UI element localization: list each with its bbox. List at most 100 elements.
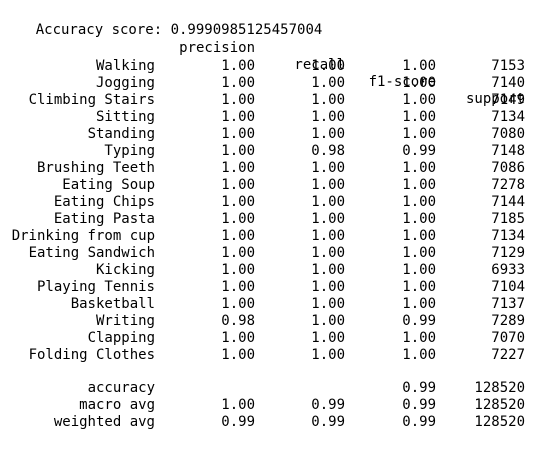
class-row: Eating Soup 1.00 1.00 1.00 7278 xyxy=(2,177,547,194)
class-support: 7129 xyxy=(491,245,525,261)
class-f1-score: 1.00 xyxy=(402,177,436,193)
class-support: 7185 xyxy=(491,211,525,227)
summary-precision: 1.00 xyxy=(221,397,255,413)
class-recall: 1.00 xyxy=(311,262,345,278)
class-label: Brushing Teeth xyxy=(36,160,155,176)
accuracy-score-line: Accuracy score: 0.9990985125457004 xyxy=(2,5,323,38)
class-recall: 1.00 xyxy=(311,194,345,210)
header-recall: recall xyxy=(294,57,345,73)
class-f1-score: 1.00 xyxy=(402,228,436,244)
class-row: Playing Tennis 1.00 1.00 1.00 7104 xyxy=(2,279,547,296)
class-label: Kicking xyxy=(95,262,155,278)
class-recall: 0.98 xyxy=(311,143,345,159)
header-precision: precision xyxy=(179,40,255,56)
class-label: Eating Soup xyxy=(62,177,155,193)
class-row: Typing 1.00 0.98 0.99 7148 xyxy=(2,143,547,160)
class-row: Eating Pasta 1.00 1.00 1.00 7185 xyxy=(2,211,547,228)
class-label: Folding Clothes xyxy=(28,347,155,363)
class-support: 7227 xyxy=(491,347,525,363)
class-precision: 1.00 xyxy=(221,279,255,295)
class-row: Brushing Teeth 1.00 1.00 1.00 7086 xyxy=(2,160,547,177)
class-precision: 1.00 xyxy=(221,177,255,193)
class-support: 7289 xyxy=(491,313,525,329)
class-support: 7149 xyxy=(491,92,525,108)
summary-row: weighted avg 0.99 0.99 0.99 128520 xyxy=(2,414,547,431)
class-row: Jogging 1.00 1.00 1.00 7140 xyxy=(2,75,547,92)
class-row: Kicking 1.00 1.00 1.00 6933 xyxy=(2,262,547,279)
accuracy-score-text: Accuracy score: 0.9990985125457004 xyxy=(35,22,323,38)
class-row: Folding Clothes 1.00 1.00 1.00 7227 xyxy=(2,347,547,364)
summary-recall: 0.99 xyxy=(311,414,345,430)
class-label: Standing xyxy=(87,126,155,142)
class-f1-score: 1.00 xyxy=(402,211,436,227)
class-support: 7278 xyxy=(491,177,525,193)
class-f1-score: 1.00 xyxy=(402,330,436,346)
class-support: 7137 xyxy=(491,296,525,312)
class-precision: 1.00 xyxy=(221,194,255,210)
class-row: Standing 1.00 1.00 1.00 7080 xyxy=(2,126,547,143)
header-f1-score: f1-score xyxy=(368,74,436,90)
class-row: Sitting 1.00 1.00 1.00 7134 xyxy=(2,109,547,126)
class-f1-score: 1.00 xyxy=(402,75,436,91)
class-recall: 1.00 xyxy=(311,211,345,227)
class-label: Jogging xyxy=(95,75,155,91)
class-support: 7134 xyxy=(491,109,525,125)
class-row: Eating Sandwich 1.00 1.00 1.00 7129 xyxy=(2,245,547,262)
header-row: precision recall f1-score support xyxy=(2,23,547,107)
class-recall: 1.00 xyxy=(311,313,345,329)
class-label: Eating Pasta xyxy=(53,211,155,227)
class-recall: 1.00 xyxy=(311,228,345,244)
class-precision: 1.00 xyxy=(221,245,255,261)
class-recall: 1.00 xyxy=(311,245,345,261)
class-f1-score: 1.00 xyxy=(402,126,436,142)
class-recall: 1.00 xyxy=(311,92,345,108)
class-support: 7086 xyxy=(491,160,525,176)
summary-f1-score: 0.99 xyxy=(402,414,436,430)
class-f1-score: 1.00 xyxy=(402,109,436,125)
summary-support: 128520 xyxy=(474,380,525,396)
class-f1-score: 1.00 xyxy=(402,245,436,261)
class-row: Drinking from cup 1.00 1.00 1.00 7134 xyxy=(2,228,547,245)
summary-label: accuracy xyxy=(87,380,155,396)
class-label: Basketball xyxy=(70,296,155,312)
class-recall: 1.00 xyxy=(311,347,345,363)
summary-row: accuracy 0.99 128520 xyxy=(2,380,547,397)
class-recall: 1.00 xyxy=(311,109,345,125)
class-precision: 1.00 xyxy=(221,75,255,91)
class-recall: 1.00 xyxy=(311,330,345,346)
class-support: 7140 xyxy=(491,75,525,91)
summary-support: 128520 xyxy=(474,414,525,430)
class-precision: 1.00 xyxy=(221,143,255,159)
class-support: 7070 xyxy=(491,330,525,346)
class-recall: 1.00 xyxy=(311,75,345,91)
class-f1-score: 1.00 xyxy=(402,58,436,74)
class-label: Writing xyxy=(95,313,155,329)
class-label: Clapping xyxy=(87,330,155,346)
header-support: support xyxy=(465,91,525,107)
class-label: Sitting xyxy=(95,109,155,125)
class-support: 7080 xyxy=(491,126,525,142)
summary-label: macro avg xyxy=(79,397,155,413)
class-label: Walking xyxy=(95,58,155,74)
summary-support: 128520 xyxy=(474,397,525,413)
class-row: Walking 1.00 1.00 1.00 7153 xyxy=(2,58,547,75)
summary-precision: 0.99 xyxy=(221,414,255,430)
class-recall: 1.00 xyxy=(311,160,345,176)
class-recall: 1.00 xyxy=(311,58,345,74)
summary-f1-score: 0.99 xyxy=(402,397,436,413)
class-precision: 1.00 xyxy=(221,228,255,244)
class-f1-score: 1.00 xyxy=(402,262,436,278)
class-f1-score: 1.00 xyxy=(402,92,436,108)
class-precision: 1.00 xyxy=(221,92,255,108)
summary-row: macro avg 1.00 0.99 0.99 128520 xyxy=(2,397,547,414)
class-f1-score: 1.00 xyxy=(402,160,436,176)
class-precision: 1.00 xyxy=(221,296,255,312)
class-f1-score: 1.00 xyxy=(402,279,436,295)
class-precision: 1.00 xyxy=(221,109,255,125)
class-support: 7104 xyxy=(491,279,525,295)
class-precision: 0.98 xyxy=(221,313,255,329)
class-precision: 1.00 xyxy=(221,262,255,278)
summary-recall: 0.99 xyxy=(311,397,345,413)
class-support: 7153 xyxy=(491,58,525,74)
